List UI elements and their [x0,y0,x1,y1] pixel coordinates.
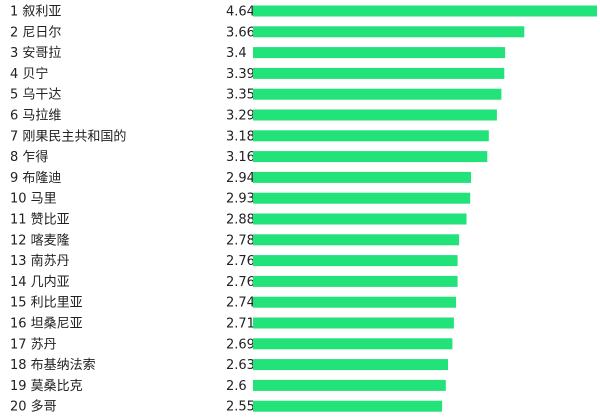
value-label: 3.66 [226,25,255,40]
category-label: 16 坦桑尼亚 [10,317,83,332]
bar [253,296,457,308]
value-label: 4.64 [226,5,255,20]
value-label: 2.78 [226,233,255,248]
bar [253,130,489,142]
bar [253,5,597,17]
bar [253,109,497,121]
bar [253,359,448,371]
bar [253,317,454,329]
bar [253,255,458,267]
value-label: 2.6 [226,379,247,394]
category-label: 17 苏丹 [10,336,57,352]
category-label: 4 贝宁 [10,66,48,82]
category-label: 18 布基纳法索 [10,358,96,373]
bar [253,192,471,204]
category-label: 2 尼日尔 [10,25,61,40]
value-label: 2.88 [226,213,255,228]
category-label: 7 刚果民主共和国的 [10,128,126,144]
bar [253,26,525,38]
bar [253,171,471,183]
bar [253,67,505,79]
category-label: 1 叙利亚 [10,5,61,20]
bar [253,234,460,246]
bar [253,400,443,412]
category-label: 8 乍得 [10,149,48,165]
value-label: 3.18 [226,129,255,144]
category-label: 9 布隆迪 [10,171,61,186]
category-label: 5 乌干达 [10,87,61,103]
value-label: 2.74 [226,296,255,311]
value-label: 2.76 [226,275,255,290]
bar [253,151,488,163]
bar [253,338,453,350]
value-label: 3.35 [226,88,255,103]
bar [253,88,502,100]
value-label: 2.71 [226,317,255,332]
value-label: 2.94 [226,171,255,186]
value-label: 2.76 [226,254,255,269]
category-label: 20 多哥 [10,399,57,415]
category-label: 14 几内亚 [10,274,70,290]
value-label: 2.69 [226,337,255,352]
value-label: 2.93 [226,192,255,207]
category-label: 6 马拉维 [10,109,61,124]
category-label: 12 喀麦隆 [10,232,70,248]
category-label: 13 南苏丹 [10,253,70,269]
value-label: 2.63 [226,358,255,373]
bar [253,47,506,59]
category-label: 19 莫桑比克 [10,379,83,394]
value-label: 3.39 [226,67,255,82]
value-label: 3.4 [226,46,247,61]
category-label: 11 赞比亚 [10,213,70,228]
category-label: 3 安哥拉 [10,46,61,61]
category-label: 15 利比里亚 [10,296,83,311]
bar [253,213,467,225]
value-label: 2.55 [226,400,255,415]
category-label: 10 马里 [10,192,57,207]
value-label: 3.16 [226,150,255,165]
bar [253,275,458,287]
value-label: 3.29 [226,109,255,124]
bar [253,379,446,391]
